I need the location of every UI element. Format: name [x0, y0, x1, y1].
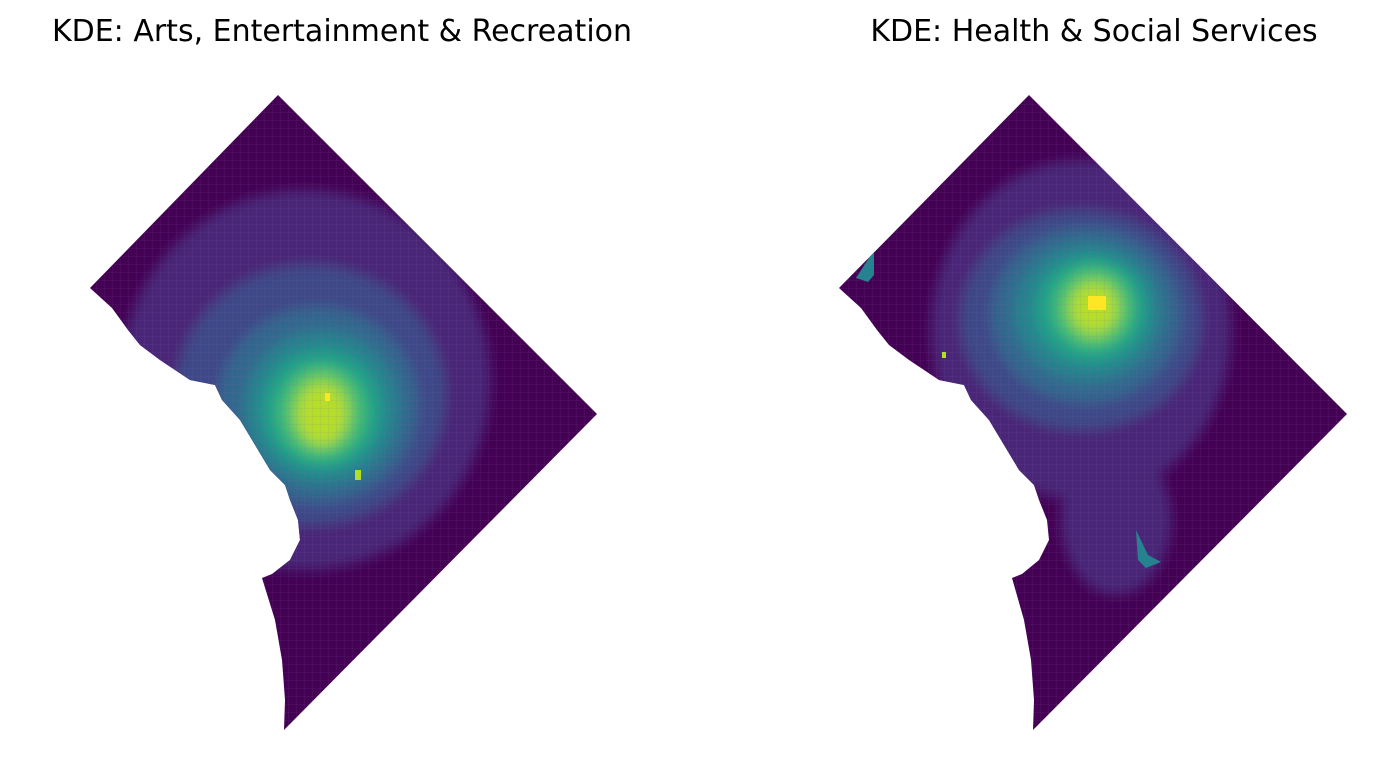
kde-map-arts: [90, 95, 597, 730]
map-title-arts: KDE: Arts, Entertainment & Recreation: [51, 14, 633, 49]
map-panel-arts: KDE: Arts, Entertainment & Recreation: [51, 14, 633, 730]
kde-map-health: [839, 95, 1347, 730]
map-panel-health: KDE: Health & Social Services: [696, 0, 1392, 782]
map-title-health: KDE: Health & Social Services: [870, 14, 1318, 49]
